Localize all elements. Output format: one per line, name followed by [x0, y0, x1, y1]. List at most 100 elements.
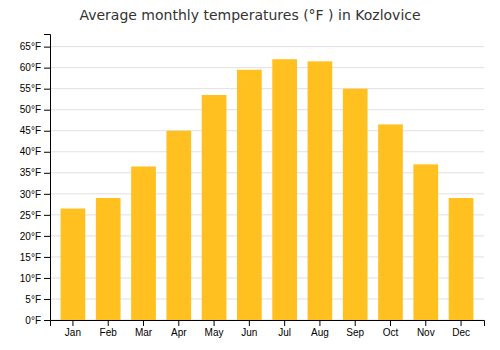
- grid-line: [50, 46, 484, 47]
- tick: Jun: [241, 320, 257, 338]
- tick: 15°F: [20, 252, 50, 263]
- tick-mark: [44, 173, 50, 174]
- tick: 65°F: [20, 41, 50, 52]
- bar: [272, 59, 297, 320]
- plot: 0°F 5°F 10°F 15°F 20°F 25°F 30°F 35°F 40°F 45°F 50…: [20, 35, 485, 339]
- tick: 45°F: [20, 125, 50, 136]
- tick: 0°F: [25, 315, 50, 326]
- tick: Oct: [383, 320, 399, 338]
- tick-label: Aug: [311, 327, 329, 338]
- tick-mark: [44, 152, 50, 153]
- tick-label: Jan: [65, 327, 81, 338]
- title: Average monthly temperatures (°F ) in Ko…: [79, 7, 420, 23]
- bar: [343, 89, 368, 320]
- tick: Nov: [417, 320, 435, 338]
- tick: 55°F: [20, 83, 50, 94]
- tick-mark: [319, 320, 320, 326]
- tick-label: 60°F: [20, 62, 41, 73]
- tick: Jan: [65, 320, 81, 338]
- tick-label: May: [205, 327, 224, 338]
- grid-line: [50, 67, 484, 68]
- tick-label: 30°F: [20, 189, 41, 200]
- tick-mark: [390, 320, 391, 326]
- tick-label: Mar: [135, 327, 153, 338]
- tick-label: 0°F: [25, 315, 41, 326]
- tick-mark: [461, 320, 462, 326]
- tick-mark: [44, 278, 50, 279]
- tick-label: 50°F: [20, 104, 41, 115]
- bar: [202, 95, 227, 320]
- tick-label: Sep: [346, 327, 364, 338]
- tick-mark: [44, 110, 50, 111]
- tick: Sep: [346, 320, 364, 338]
- tick-mark: [44, 320, 50, 321]
- bar: [61, 209, 86, 320]
- tick-mark: [44, 194, 50, 195]
- tick: Feb: [100, 320, 118, 338]
- tick-label: Jul: [278, 327, 291, 338]
- grid-line: [50, 130, 484, 131]
- grid-line: [50, 109, 484, 110]
- grid-line: [50, 88, 484, 89]
- tick-mark: [44, 257, 50, 258]
- tick: 35°F: [20, 167, 50, 178]
- tick-mark: [44, 68, 50, 69]
- tick-mark: [425, 320, 426, 326]
- tick-label: 65°F: [20, 41, 41, 52]
- tick: 60°F: [20, 62, 50, 73]
- tick-mark: [44, 236, 50, 237]
- tick-mark: [355, 320, 356, 326]
- tick-mark: [44, 131, 50, 132]
- bar: [166, 131, 191, 320]
- tick-label: 10°F: [20, 273, 41, 284]
- tick-label: Apr: [171, 327, 187, 338]
- tick-label: Jun: [241, 327, 257, 338]
- axis-line: [51, 321, 485, 327]
- tick-label: Oct: [383, 327, 399, 338]
- tick-mark: [44, 215, 50, 216]
- tick-mark: [214, 320, 215, 326]
- x-axis: Jan Feb Mar Apr May Jun Jul Aug Sep Oct Nov Dec: [51, 320, 485, 338]
- tick-label: 25°F: [20, 210, 41, 221]
- tick-mark: [72, 320, 73, 326]
- tick-mark: [44, 47, 50, 48]
- tick: Mar: [135, 320, 153, 338]
- bars: [61, 59, 474, 320]
- y-axis: 0°F 5°F 10°F 15°F 20°F 25°F 30°F 35°F 40°F 45°F 50…: [20, 35, 51, 326]
- tick-mark: [284, 320, 285, 326]
- tick: 10°F: [20, 273, 50, 284]
- tick-mark: [249, 320, 250, 326]
- tick-label: 5°F: [25, 294, 41, 305]
- tick-label: Nov: [417, 327, 435, 338]
- tick: Jul: [278, 320, 291, 338]
- tick: Aug: [311, 320, 329, 338]
- grid-line: [50, 151, 484, 152]
- tick: May: [205, 320, 224, 338]
- chart: 0°F 5°F 10°F 15°F 20°F 25°F 30°F 35°F 40°F 45°F 50…: [0, 0, 500, 350]
- bar: [413, 164, 438, 320]
- tick: Apr: [171, 320, 187, 338]
- tick: 50°F: [20, 104, 50, 115]
- tick-label: 35°F: [20, 167, 41, 178]
- tick: 20°F: [20, 231, 50, 242]
- tick-mark: [44, 299, 50, 300]
- tick-label: 45°F: [20, 125, 41, 136]
- tick-label: 20°F: [20, 231, 41, 242]
- grid: [50, 47, 484, 320]
- tick: 25°F: [20, 210, 50, 221]
- bar: [131, 166, 156, 320]
- bar: [378, 124, 403, 320]
- tick-label: Dec: [452, 327, 470, 338]
- bar: [449, 198, 474, 320]
- bar: [308, 61, 333, 320]
- tick-label: 15°F: [20, 252, 41, 263]
- tick-label: 40°F: [20, 146, 41, 157]
- axis-line: [44, 35, 51, 321]
- tick: 40°F: [20, 146, 50, 157]
- tick-mark: [178, 320, 179, 326]
- tick-mark: [44, 89, 50, 90]
- bar: [237, 70, 262, 320]
- tick-mark: [143, 320, 144, 326]
- bar: [96, 198, 121, 320]
- tick: 30°F: [20, 189, 50, 200]
